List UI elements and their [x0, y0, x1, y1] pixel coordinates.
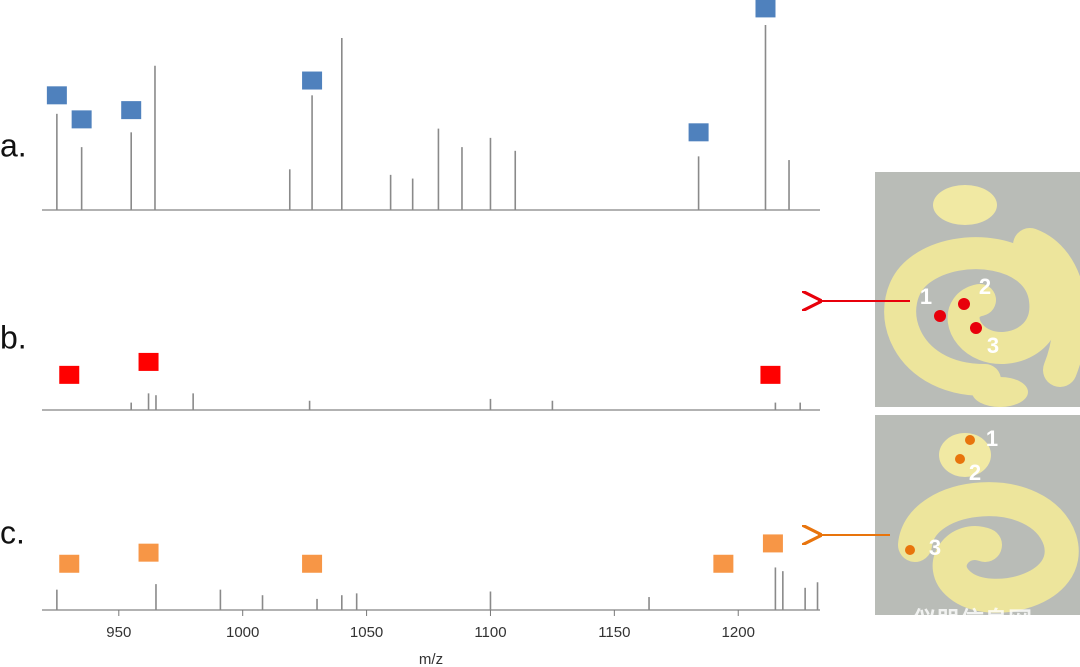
peak-marker: [71, 110, 92, 129]
sample-point: [958, 298, 970, 310]
peak-marker: [121, 101, 142, 120]
watermark-url: www.instrument.com.cn: [934, 640, 1041, 651]
x-tick-label: 1050: [350, 624, 383, 641]
peak-marker: [760, 365, 781, 384]
sample-point: [965, 435, 975, 445]
sample-point: [905, 545, 915, 555]
sample-point: [934, 310, 946, 322]
panel-label: b.: [0, 319, 27, 355]
sample-label: 2: [979, 274, 991, 299]
x-tick-label: 950: [106, 624, 131, 641]
peak-marker: [59, 554, 80, 573]
sample-point: [970, 322, 982, 334]
panel-label: a.: [0, 127, 27, 163]
peak-marker: [302, 554, 323, 573]
peak-marker: [713, 554, 734, 573]
peak-marker: [688, 123, 709, 142]
sample-label: 3: [987, 333, 999, 358]
x-tick-label: 1000: [226, 624, 259, 641]
peak-marker: [46, 86, 67, 105]
x-axis-label: m/z: [419, 651, 443, 667]
peak-marker: [762, 534, 783, 553]
peak-marker: [59, 365, 80, 384]
peak-marker: [755, 0, 776, 18]
sample-label: 1: [986, 426, 998, 451]
peak-marker: [302, 71, 323, 90]
photo-c: [875, 415, 1080, 615]
sample-label: 3: [929, 535, 941, 560]
panel-label: c.: [0, 514, 25, 550]
photo-b: [875, 172, 1080, 407]
x-tick-label: 1200: [722, 624, 755, 641]
x-tick-label: 1100: [474, 624, 506, 641]
peak-marker: [138, 543, 159, 562]
sample-label: 1: [920, 284, 932, 309]
peak-marker: [138, 352, 159, 371]
watermark: 仪器信息网: [911, 606, 1032, 634]
sample-label: 2: [969, 460, 981, 485]
x-tick-label: 1150: [598, 624, 630, 641]
sample-point: [955, 454, 965, 464]
